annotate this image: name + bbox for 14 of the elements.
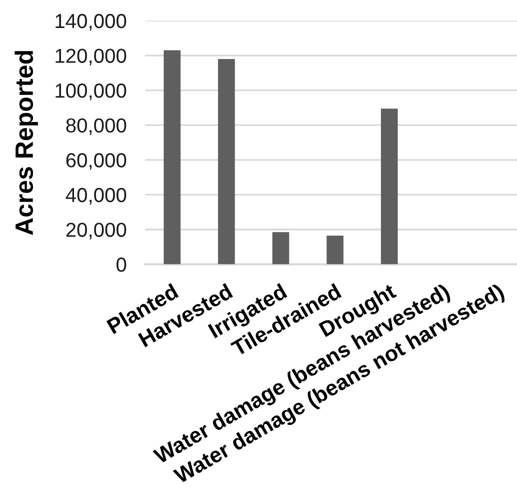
y-tick-label: 0 <box>116 258 126 272</box>
bar <box>164 50 181 264</box>
bar <box>218 58 235 264</box>
bar <box>380 108 398 264</box>
y-tick-label: 40,000 <box>66 188 126 205</box>
bar <box>272 232 290 264</box>
y-tick-label: 80,000 <box>66 118 126 135</box>
y-tick-label: 100,000 <box>56 84 126 100</box>
y-tick-label: 140,000 <box>56 14 126 31</box>
y-tick-label: 20,000 <box>66 222 126 240</box>
bar <box>326 236 344 264</box>
y-tick-label: 60,000 <box>66 153 126 170</box>
y-axis-title: Acres Reported <box>14 51 38 235</box>
y-tick-label: 120,000 <box>56 48 126 66</box>
